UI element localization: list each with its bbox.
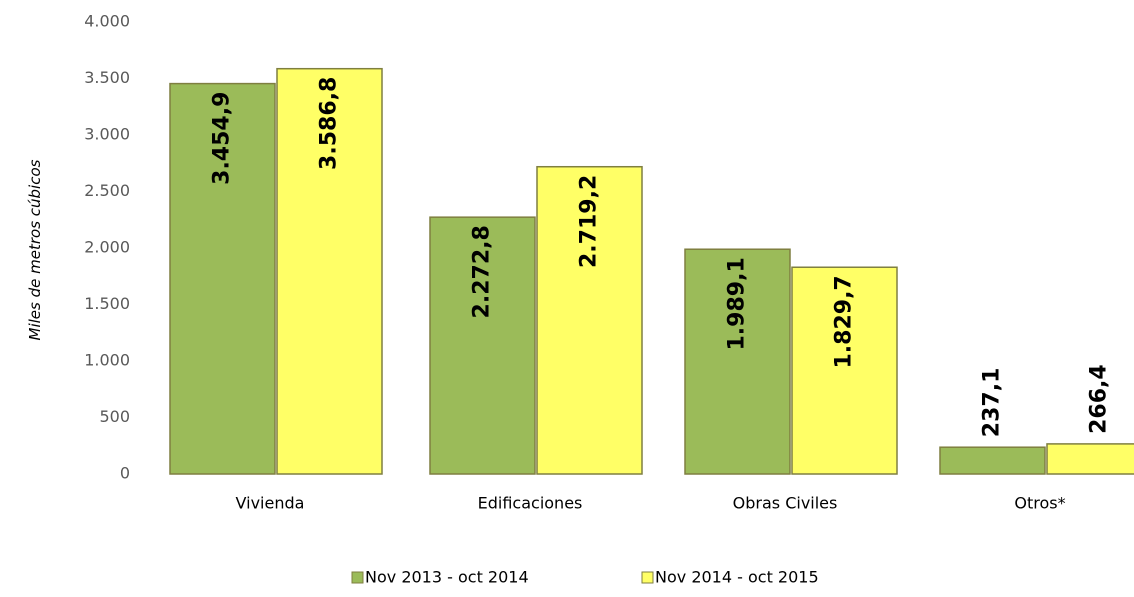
bar xyxy=(684,248,791,475)
data-label: 1.829,7 xyxy=(832,275,857,368)
bar xyxy=(169,82,276,475)
data-label: 2.272,8 xyxy=(470,225,495,318)
bar xyxy=(429,216,536,475)
legend-label: Nov 2013 - oct 2014 xyxy=(365,568,529,587)
y-tick-label: 0 xyxy=(120,464,130,483)
y-tick-label: 500 xyxy=(99,407,130,426)
y-axis-label: Miles de metros cúbicos xyxy=(26,159,44,340)
x-tick-label: Vivienda xyxy=(236,494,305,513)
bar xyxy=(791,266,898,475)
legend-label: Nov 2014 - oct 2015 xyxy=(655,568,819,587)
data-label: 266,4 xyxy=(1087,364,1112,434)
data-label: 237,1 xyxy=(980,368,1005,438)
y-tick-label: 1.500 xyxy=(84,294,130,313)
data-label: 1.989,1 xyxy=(725,257,750,350)
data-label: 3.454,9 xyxy=(210,92,235,185)
x-tick-label: Obras Civiles xyxy=(733,494,838,513)
legend-swatch xyxy=(641,571,654,584)
legend-swatch xyxy=(351,571,364,584)
y-tick-label: 4.000 xyxy=(84,12,130,31)
y-tick-label: 3.000 xyxy=(84,125,130,144)
y-tick-label: 2.500 xyxy=(84,181,130,200)
bar xyxy=(1046,443,1134,475)
y-tick-label: 1.000 xyxy=(84,351,130,370)
x-tick-label: Edificaciones xyxy=(478,494,583,513)
data-label: 2.719,2 xyxy=(577,175,602,268)
bar xyxy=(536,165,643,475)
x-tick-label: Otros* xyxy=(1014,494,1065,513)
y-tick-label: 3.500 xyxy=(84,68,130,87)
y-tick-label: 2.000 xyxy=(84,238,130,257)
bar xyxy=(276,67,383,475)
data-label: 3.586,8 xyxy=(317,77,342,170)
bar xyxy=(939,446,1046,475)
